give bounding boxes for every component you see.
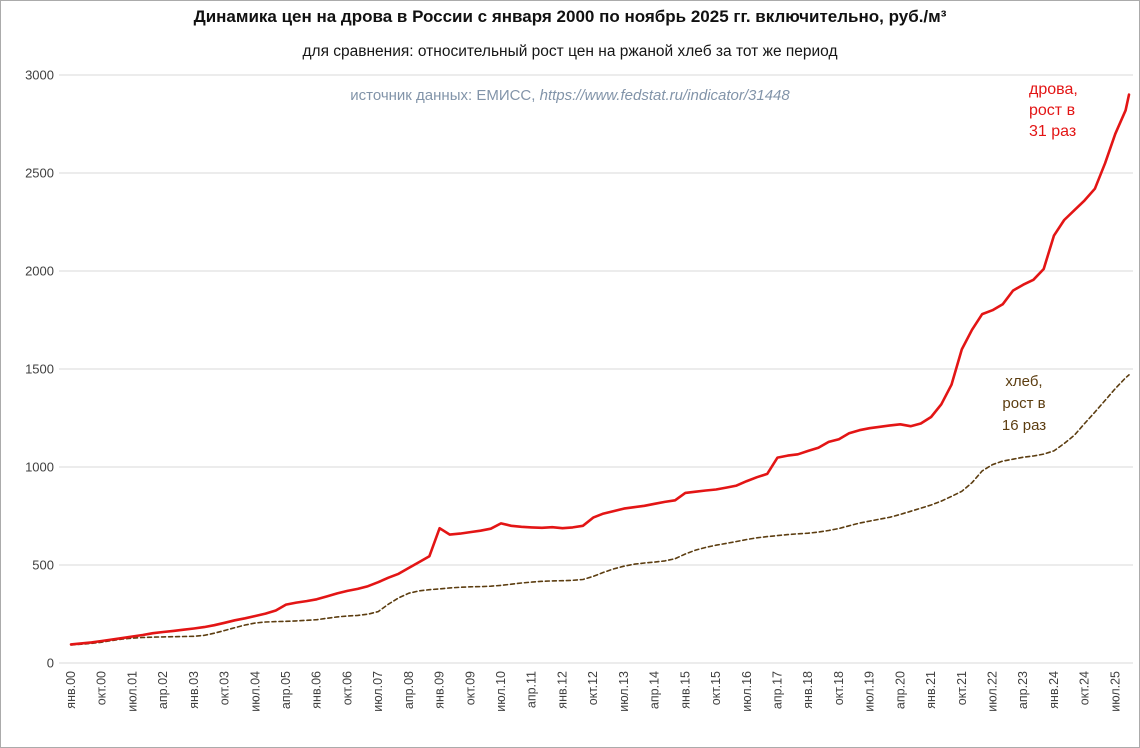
x-axis-label: окт.24 — [1078, 671, 1092, 705]
x-axis-label: янв.15 — [678, 671, 692, 709]
chart-subtitle: для сравнения: относительный рост цен на… — [302, 43, 838, 60]
x-axis-label: апр.05 — [279, 671, 293, 709]
series-line-bread — [70, 374, 1130, 646]
x-axis-label: июл.13 — [617, 671, 631, 712]
x-axis-label: июл.07 — [371, 671, 385, 712]
x-axis-label: апр.23 — [1016, 671, 1030, 709]
x-axis-label: янв.21 — [924, 671, 938, 709]
data-source-url[interactable]: https://www.fedstat.ru/indicator/31448 — [539, 87, 790, 104]
y-axis-label: 3000 — [25, 68, 54, 83]
x-axis-label: янв.06 — [310, 671, 324, 709]
x-axis-label: окт.21 — [955, 671, 969, 705]
x-axis-label: окт.18 — [832, 671, 846, 705]
data-source-prefix: источник данных: ЕМИСС, — [350, 87, 540, 104]
x-axis-label: окт.06 — [340, 671, 354, 705]
x-axis-label: янв.18 — [801, 671, 815, 709]
y-axis-label: 2500 — [25, 166, 54, 181]
x-axis-label: окт.00 — [95, 671, 109, 705]
x-axis-label: янв.24 — [1047, 671, 1061, 709]
x-axis-label: июл.16 — [740, 671, 754, 712]
x-axis-label: янв.00 — [64, 671, 78, 709]
data-source-line: источник данных: ЕМИСС, https://www.feds… — [1, 87, 1139, 104]
y-axis-label: 500 — [32, 558, 54, 573]
x-axis-label: янв.09 — [433, 671, 447, 709]
x-axis-label: апр.17 — [771, 671, 785, 709]
x-axis-label: апр.11 — [525, 671, 539, 708]
bread-series-annotation: хлеб, рост в 16 раз — [1001, 373, 1047, 434]
x-axis-label: апр.14 — [648, 671, 662, 709]
chart-title: Динамика цен на дрова в России с января … — [193, 7, 947, 26]
x-axis-label: июл.25 — [1108, 671, 1122, 712]
firewood-series-annotation: дрова, рост в 31 раз — [1029, 81, 1078, 140]
x-axis-label: янв.12 — [556, 671, 570, 709]
x-axis-label: июл.10 — [494, 671, 508, 712]
series-line-firewood — [69, 93, 1131, 646]
x-axis-label: июл.19 — [863, 671, 877, 712]
y-axis-label: 0 — [47, 656, 54, 671]
y-axis-label: 1000 — [25, 460, 54, 475]
x-axis-label: июл.22 — [986, 671, 1000, 712]
x-axis-label: окт.15 — [709, 671, 723, 705]
y-axis-label: 2000 — [25, 264, 54, 279]
x-axis-label: апр.02 — [156, 671, 170, 709]
x-axis-label: окт.09 — [463, 671, 477, 705]
x-axis-label: июл.04 — [248, 671, 262, 712]
x-axis-label: апр.20 — [893, 671, 907, 709]
x-axis-label: окт.12 — [586, 671, 600, 705]
x-axis-label: окт.03 — [218, 671, 232, 705]
x-axis-label: июл.01 — [125, 671, 139, 712]
x-axis-label: апр.08 — [402, 671, 416, 709]
x-axis-label: янв.03 — [187, 671, 201, 709]
y-axis-label: 1500 — [25, 362, 54, 377]
